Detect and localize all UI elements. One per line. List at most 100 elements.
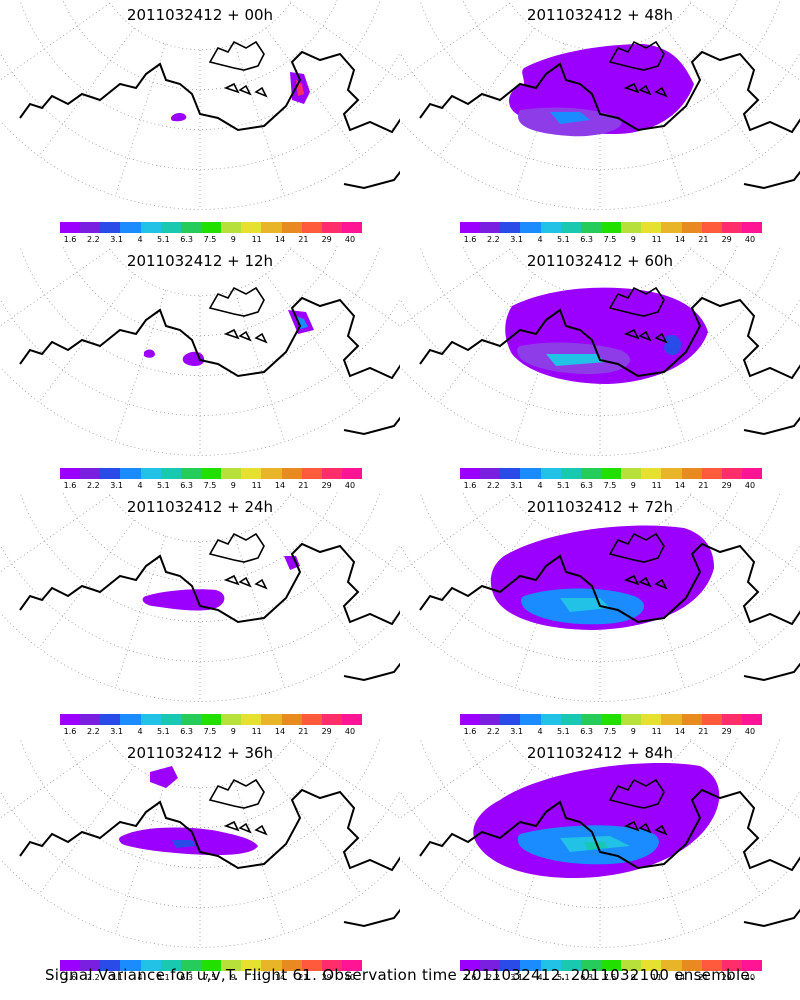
meridian-line [234, 290, 286, 443]
meridian-line [234, 782, 286, 935]
colorbar-tick-label: 3.1 [510, 727, 524, 736]
colorbar-tick-label: 9 [630, 235, 636, 244]
colorbar-tick-label: 7.5 [203, 973, 217, 982]
colorbar-swatch [500, 714, 521, 725]
colorbar-labels: 1.6 2.2 3.1 4 5.1 6.3 7.5 9 11 14 21 29 40 [50, 481, 380, 491]
colorbar-tick-label: 3.1 [510, 235, 524, 244]
colorbar-tick-label: 1.6 [63, 481, 77, 490]
colorbar-tick-label: 21 [698, 235, 709, 244]
colorbar-swatch [520, 960, 541, 971]
latitude-arc [400, 298, 800, 416]
colorbar-swatch [580, 222, 601, 233]
colorbar-tick-label: 9 [630, 973, 636, 982]
colorbar-tick-label: 11 [651, 727, 662, 736]
colorbar-tick-label: 14 [274, 727, 286, 736]
colorbar-swatch [321, 960, 342, 971]
colorbar-swatch [140, 468, 161, 479]
meridian-line [265, 765, 362, 895]
colorbar-swatch [120, 468, 141, 479]
panel-title: 2011032412 + 12h [126, 252, 274, 270]
meridian-line [114, 44, 166, 197]
colorbar-swatch [681, 468, 702, 479]
meridian-line [665, 27, 762, 157]
colorbar-tick-label: 2.2 [86, 481, 100, 490]
variance-region [172, 840, 196, 848]
latitude-arc [400, 544, 800, 662]
colorbar-swatch [221, 714, 242, 725]
colorbar-tick-label: 14 [674, 235, 686, 244]
colorbar-swatch [80, 468, 101, 479]
colorbar-swatch [480, 960, 501, 971]
meridian-line [265, 519, 362, 649]
meridian-line [114, 782, 166, 935]
colorbar-swatch [641, 222, 662, 233]
colorbar-swatch [100, 960, 121, 971]
colorbar-swatch [480, 222, 501, 233]
meridian-line [265, 273, 362, 403]
variance-region [584, 842, 608, 850]
colorbar-swatch [460, 468, 481, 479]
colorbar-swatch [200, 960, 222, 971]
colorbar-swatch [741, 960, 763, 971]
colorbar-swatch [281, 714, 302, 725]
panel-title: 2011032412 + 24h [126, 498, 274, 516]
colorbar-tick-label: 29 [321, 235, 332, 244]
colorbar-tick-label: 2.2 [486, 727, 500, 736]
colorbar-swatch [120, 960, 141, 971]
variance-region [170, 113, 187, 122]
colorbar-tick-label: 4 [537, 727, 543, 736]
colorbar-swatch [600, 468, 622, 479]
colorbar-tick-label: 1.6 [63, 727, 77, 736]
colorbar-tick-label: 4 [537, 481, 543, 490]
variance-region [142, 589, 225, 611]
colorbar-swatch [741, 714, 763, 725]
colorbar-swatch [540, 960, 561, 971]
figure-caption: Signal Variance for u,v,T. Flight 61. Ob… [44, 966, 756, 984]
map-canvas [0, 246, 400, 456]
colorbar-tick-label: 11 [651, 235, 662, 244]
latitude-arc [507, 738, 693, 789]
map-panel: 2011032412 + 00h 1.6 2.2 3.1 4 5.1 6.3 7.5 9 11 14… [0, 0, 400, 246]
colorbar-swatch [540, 468, 561, 479]
colorbar-labels: 1.6 2.2 3.1 4 5.1 6.3 7.5 9 11 14 21 29 40 [450, 235, 780, 245]
arctic-islands [608, 532, 668, 590]
colorbar-tick-label: 2.2 [486, 973, 500, 982]
coastline [419, 542, 800, 682]
meridian-line [400, 492, 401, 493]
map-panel: 2011032412 + 60h 1.6 2.2 3.1 4 5.1 6.3 7.5 9 11 14… [400, 246, 800, 492]
colorbar-swatch [341, 222, 363, 233]
colorbar-tick-label: 9 [230, 235, 236, 244]
meridian-line [0, 738, 1, 739]
colorbar-tick-label: 29 [721, 481, 732, 490]
colorbar-tick-label: 5.1 [156, 973, 170, 982]
colorbar-swatch [341, 960, 363, 971]
meridian-line [665, 273, 762, 403]
colorbar-swatch [180, 714, 201, 725]
colorbar-tick-label: 14 [674, 727, 686, 736]
colorbar-swatch [520, 714, 541, 725]
colorbar-swatch [500, 222, 521, 233]
colorbar-swatch [180, 222, 201, 233]
colorbar-labels: 1.6 2.2 3.1 4 5.1 6.3 7.5 9 11 14 21 29 40 [50, 235, 380, 245]
colorbar-tick-label: 6.3 [180, 973, 194, 982]
colorbar-swatch [301, 960, 322, 971]
colorbar-tick-label: 1.6 [463, 973, 477, 982]
colorbar-swatch [480, 714, 501, 725]
colorbar [60, 714, 363, 725]
meridian-line [438, 27, 535, 157]
meridian-line [0, 248, 111, 327]
colorbar-tick-label: 5.1 [556, 235, 570, 244]
variance-region [284, 556, 300, 570]
colorbar-swatch [241, 714, 262, 725]
colorbar-swatch [321, 222, 342, 233]
colorbar-labels: 1.6 2.2 3.1 4 5.1 6.3 7.5 9 11 14 21 29 40 [50, 973, 380, 983]
colorbar-swatch [261, 222, 282, 233]
colorbar-swatch [460, 714, 481, 725]
colorbar-swatch [261, 960, 282, 971]
arctic-islands [208, 532, 268, 590]
arctic-islands [208, 40, 268, 98]
colorbar-tick-label: 4 [137, 235, 143, 244]
meridian-line [665, 519, 762, 649]
colorbar [460, 468, 763, 479]
meridian-line [265, 27, 362, 157]
